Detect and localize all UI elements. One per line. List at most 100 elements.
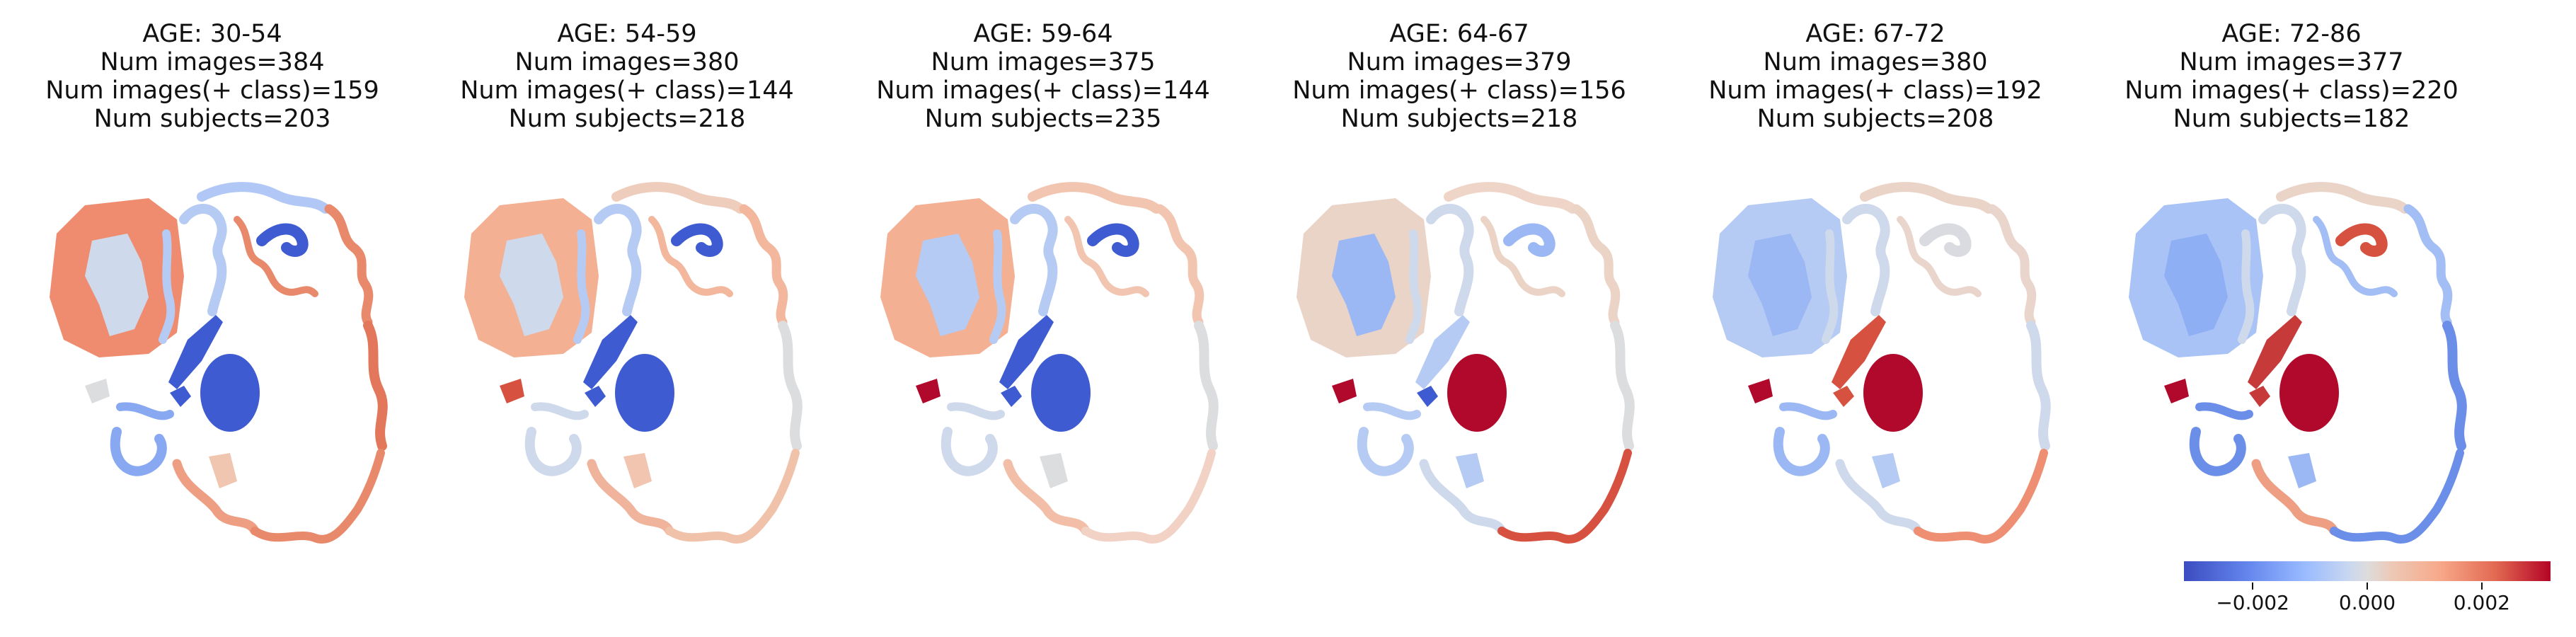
panel-num-images: Num images=379 <box>1347 48 1572 76</box>
region-caudate <box>1415 315 1470 389</box>
region-temporal <box>110 427 167 476</box>
region-temporal-2 <box>2195 402 2253 420</box>
region-top-ribbon <box>1860 182 1994 214</box>
colorbar-tick-label: 0.002 <box>2453 591 2510 614</box>
region-bottom-ribbon <box>1081 449 1216 544</box>
region-putamen <box>2249 386 2270 407</box>
region-frontal-ribbon-2 <box>2238 229 2255 344</box>
panel-num-pos-images: Num images(+ class)=192 <box>1708 76 2042 105</box>
panel-title: AGE: 72-86 Num images=377 Num images(+ cla… <box>2093 20 2490 133</box>
panel-num-subjects: Num subjects=203 <box>93 105 331 133</box>
region-frontal-ribbon-2 <box>989 229 1006 344</box>
region-top-ribbon <box>197 182 330 214</box>
region-temporal <box>1773 427 1830 476</box>
region-thalamus <box>1863 354 1923 432</box>
region-brainstem <box>623 453 652 488</box>
colorbar-tick-label: −0.002 <box>2216 591 2289 614</box>
panel-2: AGE: 54-59 Num images=380 Num images(+ cla… <box>429 0 825 637</box>
region-right-ribbon <box>324 204 374 327</box>
region-caudate <box>583 315 638 389</box>
region-frontal-ribbon <box>1010 204 1058 316</box>
panel-title: AGE: 30-54 Num images=384 Num images(+ cla… <box>14 20 410 133</box>
panel-title: AGE: 59-64 Num images=375 Num images(+ cla… <box>845 20 1241 133</box>
region-thalamus <box>615 354 674 432</box>
brain-slice <box>1713 182 2051 544</box>
region-temporal <box>2189 427 2246 476</box>
region-frontal-ribbon <box>179 204 227 316</box>
region-right-ribbon <box>739 204 788 327</box>
region-frontal-ribbon-2 <box>1822 229 1839 344</box>
region-bottom-ribbon <box>1497 449 1632 544</box>
region-thalamus <box>1447 354 1507 432</box>
panel-num-images: Num images=375 <box>931 48 1156 76</box>
region-brainstem <box>2288 453 2316 488</box>
region-lower-ribbon <box>587 459 674 536</box>
region-temporal <box>941 427 998 476</box>
panel-age: AGE: 59-64 <box>973 20 1113 48</box>
panel-3: AGE: 59-64 Num images=375 Num images(+ cla… <box>845 0 1241 637</box>
colorbar-ticks: −0.002 0.000 0.002 <box>2184 583 2551 625</box>
region-frontal-ribbon <box>1842 204 1890 316</box>
region-insula <box>1332 234 1396 336</box>
region-temporal-2 <box>1363 402 1421 420</box>
colorbar-tick-mark <box>2480 583 2483 590</box>
region-small-left <box>85 379 110 403</box>
region-temporal-2 <box>116 402 174 420</box>
region-small-left <box>500 379 524 403</box>
panel-num-images: Num images=384 <box>100 48 325 76</box>
panel-age: AGE: 72-86 <box>2221 20 2362 48</box>
panel-num-images: Num images=377 <box>2179 48 2404 76</box>
panel-num-pos-images: Num images(+ class)=144 <box>876 76 1210 105</box>
region-frontal-ribbon-2 <box>1405 229 1422 344</box>
region-brainstem <box>1872 453 1900 488</box>
region-putamen <box>170 386 191 407</box>
panel-num-subjects: Num subjects=208 <box>1756 105 1994 133</box>
region-insula <box>500 234 563 336</box>
region-brainstem <box>1040 453 1068 488</box>
panel-title: AGE: 67-72 Num images=380 Num images(+ cla… <box>1677 20 2074 133</box>
region-caudate <box>168 315 223 389</box>
region-top-dark <box>2335 223 2388 257</box>
region-right-lower <box>2442 321 2467 451</box>
region-bottom-ribbon <box>251 449 385 544</box>
panel-num-images: Num images=380 <box>1763 48 1988 76</box>
region-bottom-ribbon <box>2330 449 2464 544</box>
colorbar <box>2184 561 2551 581</box>
region-right-ribbon-inner <box>1480 216 1565 297</box>
brain-slice <box>2129 182 2467 544</box>
region-top-dark <box>256 223 309 257</box>
region-putamen <box>1417 386 1438 407</box>
region-top-dark <box>1503 223 1556 257</box>
region-top-ribbon <box>1444 182 1577 214</box>
region-small-left <box>1332 379 1357 403</box>
colorbar-tick-mark <box>2367 583 2368 590</box>
region-right-lower <box>2026 321 2051 451</box>
panel-6: AGE: 72-86 Num images=377 Num images(+ cla… <box>2093 0 2490 637</box>
region-top-dark <box>671 223 723 257</box>
region-putamen <box>1833 386 1854 407</box>
brain-slice <box>1296 182 1635 544</box>
region-bottom-ribbon <box>665 449 800 544</box>
region-brainstem <box>209 453 237 488</box>
region-frontal-ribbon-2 <box>159 229 176 344</box>
region-putamen <box>1001 386 1022 407</box>
region-right-lower <box>1610 321 1635 451</box>
panel-5: AGE: 67-72 Num images=380 Num images(+ cla… <box>1677 0 2074 637</box>
panel-age: AGE: 30-54 <box>142 20 282 48</box>
region-brainstem <box>1456 453 1484 488</box>
region-right-ribbon-inner <box>2313 216 2398 297</box>
region-caudate <box>1832 315 1886 389</box>
panel-num-pos-images: Num images(+ class)=220 <box>2124 76 2459 105</box>
region-small-left <box>1748 379 1773 403</box>
panel-num-subjects: Num subjects=182 <box>2173 105 2410 133</box>
region-right-ribbon <box>1571 204 1621 327</box>
brain-slice <box>880 182 1219 544</box>
region-thalamus <box>200 354 260 432</box>
region-thalamus <box>1031 354 1091 432</box>
brain-slice <box>464 182 803 544</box>
panel-num-subjects: Num subjects=218 <box>1340 105 1578 133</box>
panel-title: AGE: 54-59 Num images=380 Num images(+ cla… <box>429 20 825 133</box>
region-insula <box>85 234 149 336</box>
panel-age: AGE: 54-59 <box>557 20 697 48</box>
colorbar-tick-mark <box>2252 583 2254 590</box>
